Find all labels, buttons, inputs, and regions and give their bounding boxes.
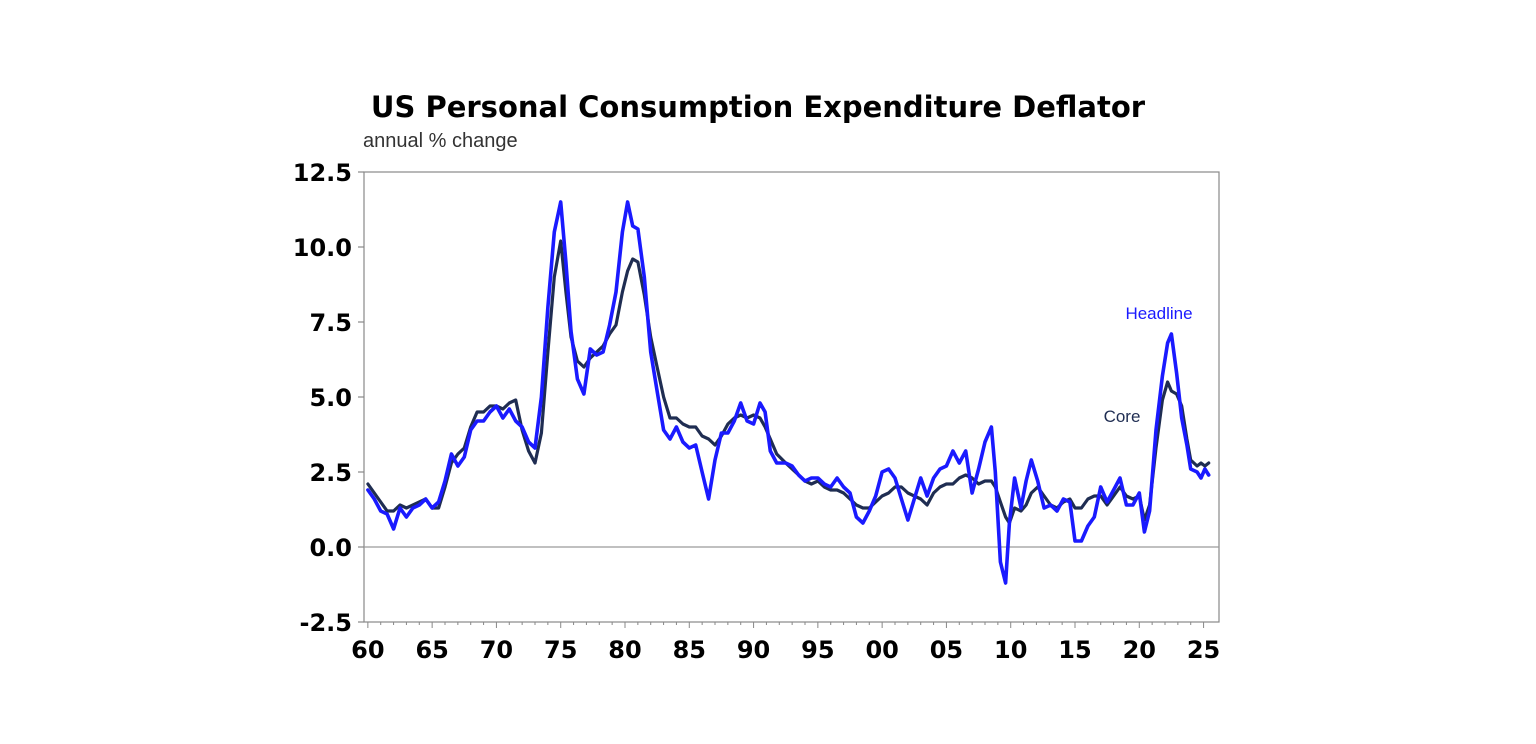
x-tick-label: 80	[608, 636, 641, 664]
x-tick-label: 95	[801, 636, 834, 664]
chart-subtitle: annual % change	[363, 130, 518, 152]
x-tick-label: 15	[1058, 636, 1091, 664]
y-tick-label: -2.5	[300, 609, 352, 637]
plot-frame	[363, 171, 1220, 623]
x-tick-label: 70	[480, 636, 513, 664]
x-tick-label: 75	[544, 636, 577, 664]
x-tick-label: 25	[1187, 636, 1220, 664]
x-tick-label: 65	[415, 636, 448, 664]
y-tick-label: 0.0	[309, 534, 352, 562]
core-series-line	[366, 239, 1211, 525]
headline-series-label: Headline	[1125, 304, 1192, 323]
y-axis: 12.5 10.0 7.5 5.0 2.5 0.0 -2.5	[293, 159, 364, 637]
x-tick-label: 00	[865, 636, 898, 664]
x-axis: 60 65 70 75 80 85 90 95 00 05 10 15 20 25	[351, 622, 1220, 664]
core-series-label: Core	[1104, 407, 1141, 426]
x-tick-label: 90	[737, 636, 770, 664]
headline-series-line	[366, 200, 1211, 585]
y-tick-label: 12.5	[293, 159, 352, 187]
y-tick-label: 10.0	[293, 234, 352, 262]
plot-area	[363, 171, 1220, 623]
x-tick-label: 20	[1123, 636, 1156, 664]
x-tick-label: 05	[930, 636, 963, 664]
x-tick-label: 60	[351, 636, 384, 664]
y-tick-label: 2.5	[309, 459, 352, 487]
y-tick-label: 5.0	[309, 384, 352, 412]
x-tick-label: 10	[994, 636, 1027, 664]
series-layer	[366, 200, 1211, 585]
chart-title: US Personal Consumption Expenditure Defl…	[371, 90, 1146, 124]
y-tick-label: 7.5	[309, 309, 352, 337]
x-tick-label: 85	[673, 636, 706, 664]
